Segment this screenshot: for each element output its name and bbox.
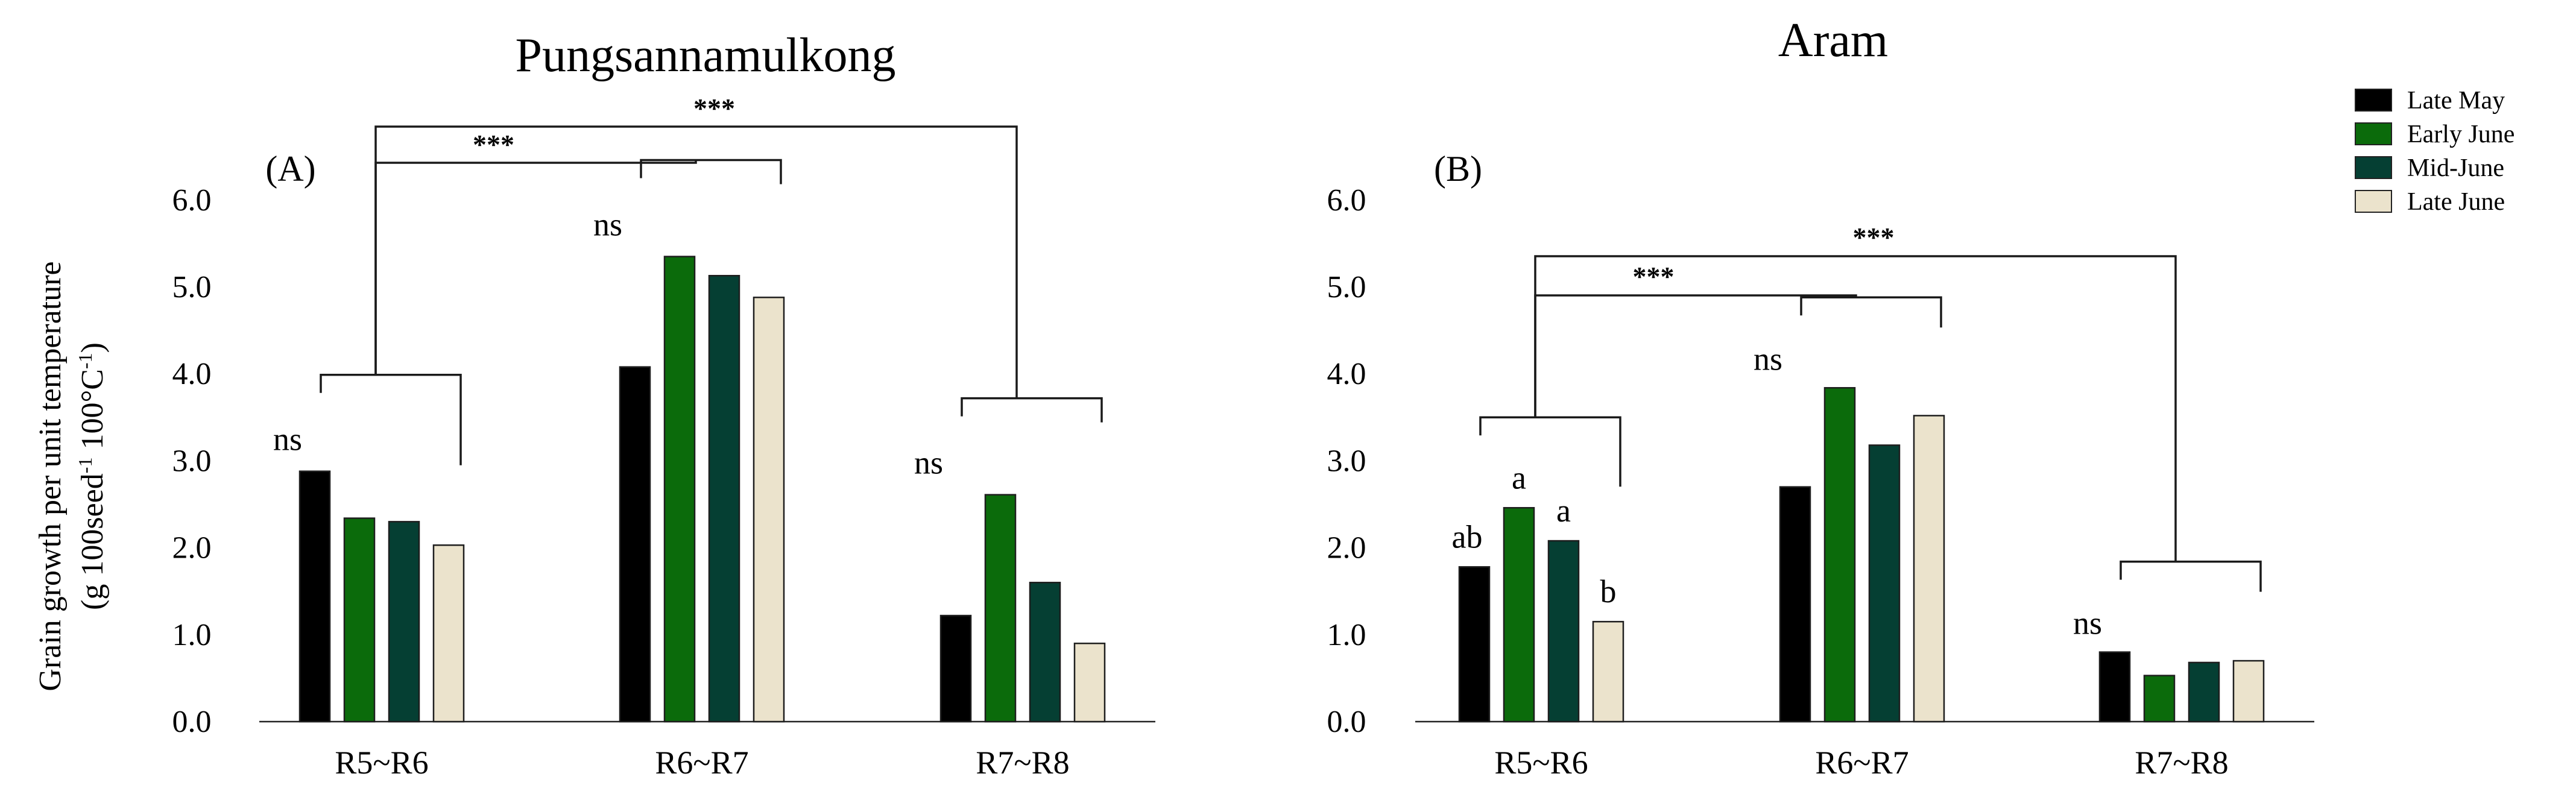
chart-a-bar-r7-r8-late-may <box>939 614 972 723</box>
chart-a-annotation-r7-r8: ns <box>914 445 943 481</box>
chart-a-ytick-4: 4.0 <box>172 357 212 391</box>
chart-a-bar-r6-r7-early-june <box>663 256 696 723</box>
legend-label-mid-june: Mid-June <box>2407 154 2504 182</box>
legend-swatch-late-june <box>2355 190 2392 213</box>
chart-b-ytick-0: 0.0 <box>1327 705 1366 739</box>
chart-a-annotation-r5-r6: ns <box>273 421 302 458</box>
chart-a-bar-r6-r7-late-june <box>753 297 785 723</box>
chart-b-bar-r7-r8-late-may <box>2098 651 2131 723</box>
chart-b-comparison-r5-r6-vs-r7-r8 <box>1534 255 2177 562</box>
chart-b-letter-r5-r6-early-june: a <box>1512 459 1526 496</box>
chart-b-bar-r5-r6-late-june <box>1592 620 1624 723</box>
chart-b-letter-r5-r6-late-may: ab <box>1452 518 1483 555</box>
chart-a-bar-r5-r6-early-june <box>343 517 376 723</box>
chart-b-panel-label: (B) <box>1434 149 1482 189</box>
chart-a-bar-r5-r6-late-june <box>432 544 465 723</box>
chart-b-bar-r7-r8-late-june <box>2232 660 2265 723</box>
chart-a-ytick-2: 2.0 <box>172 531 212 565</box>
chart-a-xtick-r7-r8: R7~R8 <box>976 745 1069 781</box>
chart-a-ytick-3: 3.0 <box>172 444 212 478</box>
chart-b-xtick-r6-r7: R6~R7 <box>1815 745 1908 781</box>
chart-b-xtick-r5-r6: R5~R6 <box>1494 745 1588 781</box>
chart-a-ytick-0: 0.0 <box>172 705 212 739</box>
chart-b-bracket-r6-r7 <box>1800 296 1942 328</box>
chart-a-panel-label: (A) <box>265 149 315 189</box>
legend-label-late-june: Late June <box>2407 188 2505 216</box>
chart-a-annotation-r6-r7: ns <box>593 207 622 243</box>
chart-b-ytick-6: 6.0 <box>1327 183 1366 218</box>
chart-b: 0.01.02.03.04.05.06.0R5~R6abaabR6~R7nsR7… <box>1327 183 2314 781</box>
chart-b-letter-r5-r6-late-june: b <box>1600 573 1617 609</box>
chart-b-letter-r5-r6-mid-june: a <box>1556 493 1571 529</box>
chart-a-xtick-r5-r6: R5~R6 <box>335 745 428 781</box>
chart-b-bar-r5-r6-early-june <box>1503 507 1535 723</box>
chart-b-comparison-r5-r6-vs-r6-r7 <box>1534 294 1857 418</box>
chart-a-ytick-6: 6.0 <box>172 183 212 218</box>
chart-b-ytick-4: 4.0 <box>1327 357 1366 391</box>
chart-a-xtick-r6-r7: R6~R7 <box>655 745 748 781</box>
chart-a-comparison-r5-r6-vs-r6-r7 <box>374 160 697 375</box>
y-axis-label-line2: (g 100seed-1 100°C-1) <box>74 342 110 610</box>
y-axis-label: Grain growth per unit temperature (g 100… <box>33 261 110 691</box>
chart-b-xtick-r7-r8: R7~R8 <box>2135 745 2228 781</box>
chart-b-ytick-2: 2.0 <box>1327 531 1366 565</box>
chart-b-bar-r6-r7-early-june <box>1823 387 1856 723</box>
chart-b-annotation-r7-r8: ns <box>2073 605 2102 641</box>
chart-b-bar-r7-r8-early-june <box>2143 675 2176 723</box>
chart-a-ytick-1: 1.0 <box>172 618 212 652</box>
y-axis-label-line1: Grain growth per unit temperature <box>33 261 68 691</box>
chart-a-bracket-r7-r8 <box>961 397 1103 423</box>
chart-a-bar-r7-r8-early-june <box>984 494 1017 723</box>
chart-a-comparison-label-0: *** <box>473 129 514 160</box>
chart-a-comparison-r5-r6-vs-r7-r8 <box>374 125 1018 398</box>
chart-a-bar-r7-r8-mid-june <box>1029 582 1061 723</box>
chart-a-bar-r6-r7-late-may <box>619 366 651 723</box>
legend-swatch-mid-june <box>2355 156 2392 179</box>
chart-b-comparison-label-0: *** <box>1633 261 1675 292</box>
chart-a-bar-r6-r7-mid-june <box>708 275 740 723</box>
chart-b-bar-r7-r8-mid-june <box>2188 661 2220 723</box>
chart-b-bracket-r7-r8 <box>2120 560 2262 592</box>
legend-swatch-early-june <box>2355 122 2392 145</box>
chart-a-bracket-r6-r7 <box>640 159 782 184</box>
legend-label-early-june: Early June <box>2407 121 2514 148</box>
chart-a-title: Pungsannamulkong <box>515 29 895 82</box>
chart-b-ytick-3: 3.0 <box>1327 444 1366 478</box>
chart-a-bar-r5-r6-mid-june <box>388 521 420 723</box>
chart-b-bar-r5-r6-mid-june <box>1547 540 1580 723</box>
chart-a: 0.0 1.0 2.0 3.0 4.0 5.0 6.0 R5~R6 ns R6~R7 ns R7~R8… <box>172 93 1155 781</box>
chart-a-bar-r7-r8-late-june <box>1073 642 1106 723</box>
legend-label-late-may: Late May <box>2407 87 2505 115</box>
chart-a-comparison-label-1: *** <box>693 93 735 124</box>
chart-b-bar-r5-r6-late-may <box>1458 566 1491 723</box>
chart-b-comparison-label-1: *** <box>1853 222 1895 253</box>
chart-b-ytick-5: 5.0 <box>1327 270 1366 304</box>
legend: Late May Early June Mid-June Late June <box>2355 87 2514 216</box>
chart-b-bar-r6-r7-mid-june <box>1868 444 1901 723</box>
chart-a-ytick-5: 5.0 <box>172 270 212 304</box>
chart-a-bracket-r5-r6 <box>320 373 462 465</box>
chart-b-title: Aram <box>1778 14 1888 67</box>
chart-b-annotation-r6-r7: ns <box>1754 341 1782 377</box>
chart-b-bar-r6-r7-late-may <box>1779 486 1811 723</box>
chart-b-ytick-1: 1.0 <box>1327 618 1366 652</box>
legend-swatch-late-may <box>2355 89 2392 112</box>
chart-b-bracket-r5-r6 <box>1479 416 1621 487</box>
chart-a-bar-r5-r6-late-may <box>298 470 331 723</box>
chart-b-bar-r6-r7-late-june <box>1913 415 1945 723</box>
